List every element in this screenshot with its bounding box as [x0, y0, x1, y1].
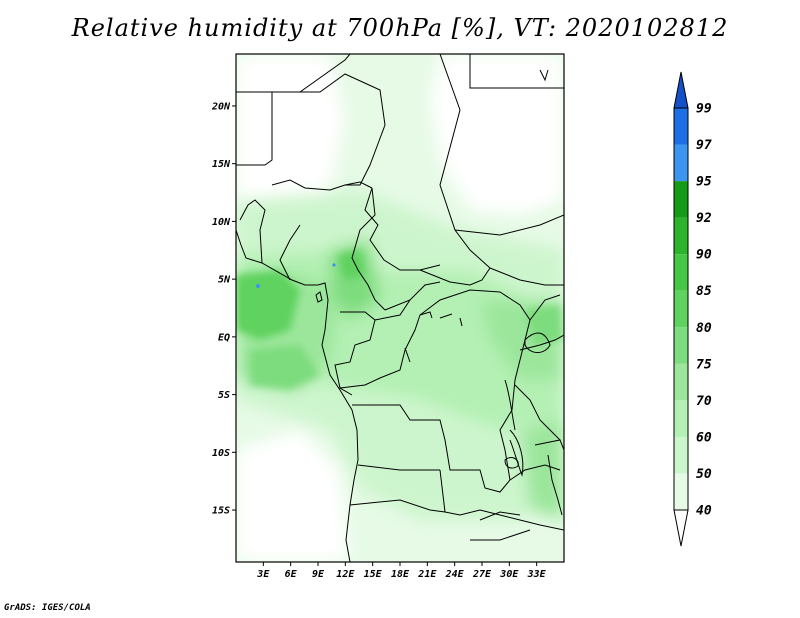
humidity-field	[236, 54, 564, 562]
colorbar-label: 40	[696, 504, 712, 519]
lat-tick-label: 10N	[212, 217, 231, 228]
map-title: Relative humidity at 700hPa [%], VT: 202…	[71, 14, 729, 42]
lat-tick-label: 10S	[212, 448, 230, 459]
colorbar-box	[674, 181, 688, 218]
colorbar-label: 99	[696, 102, 712, 117]
colorbar-label: 90	[696, 248, 712, 263]
lon-tick-label: 24E	[445, 569, 465, 580]
colorbar: 40 50 60 70 75 80 85 90 92 95 97 99	[673, 71, 712, 547]
lon-tick-label: 3E	[256, 569, 270, 580]
lon-tick-label: 30E	[499, 569, 519, 580]
colorbar-frame	[673, 107, 689, 511]
colorbar-label: 75	[696, 357, 712, 372]
lat-tick-label: 5S	[218, 390, 230, 401]
colorbar-low-triangle	[673, 509, 689, 547]
colorbar-box	[674, 400, 688, 437]
lat-tick-label: 15N	[212, 159, 231, 170]
latitude-axis: 20N 15N 10N 5N EQ 5S 10S 15S	[211, 101, 236, 517]
colorbar-box	[674, 363, 688, 401]
colorbar-label: 97	[696, 138, 712, 153]
colorbar-label: 95	[696, 175, 712, 190]
lon-tick-label: 21E	[417, 569, 437, 580]
lat-tick-label: 5N	[218, 275, 231, 286]
colorbar-box	[674, 436, 688, 474]
lat-tick-label: EQ	[218, 332, 230, 343]
colorbar-label: 50	[696, 467, 712, 482]
lon-tick-label: 18E	[391, 569, 410, 580]
colorbar-box	[674, 327, 688, 364]
lat-tick-label: 20N	[211, 101, 231, 112]
grads-credit: GrADS: IGES/COLA	[4, 603, 91, 613]
colorbar-box	[674, 108, 688, 145]
colorbar-high-triangle	[673, 71, 689, 109]
colorbar-label: 60	[696, 430, 712, 445]
colorbar-box	[674, 217, 688, 255]
lon-tick-label: 15E	[364, 569, 383, 580]
longitude-axis: 3E 6E 9E 12E 15E 18E 21E 24E 27E 30E 33E	[256, 562, 547, 580]
colorbar-box	[674, 254, 688, 291]
colorbar-label: 80	[696, 321, 712, 336]
lon-tick-label: 6E	[285, 569, 298, 580]
lon-tick-label: 9E	[312, 569, 325, 580]
colorbar-label: 92	[696, 211, 712, 226]
colorbar-box	[674, 144, 688, 182]
lon-tick-label: 27E	[472, 569, 492, 580]
lat-tick-label: 15S	[212, 506, 230, 517]
colorbar-label: 70	[696, 394, 712, 409]
lon-tick-label: 33E	[527, 569, 547, 580]
colorbar-box	[674, 473, 688, 510]
colorbar-label: 85	[696, 284, 712, 299]
colorbar-box	[674, 290, 688, 328]
lon-tick-label: 12E	[336, 569, 355, 580]
boundaries	[236, 54, 564, 562]
